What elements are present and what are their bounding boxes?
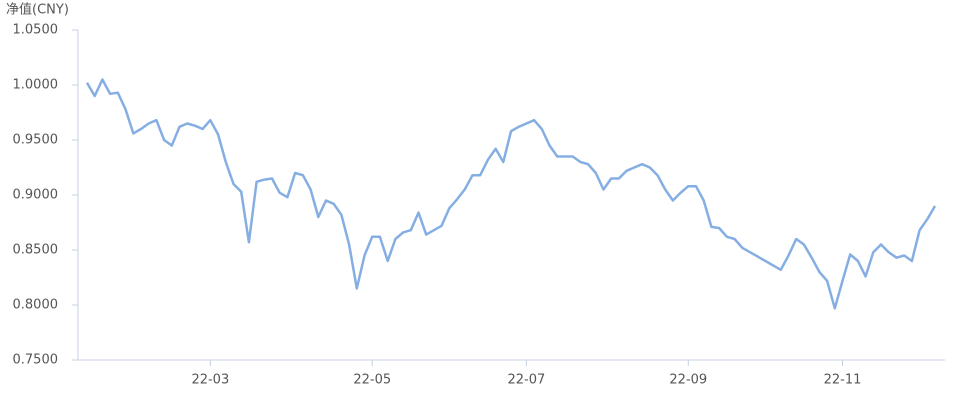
y-tick-label: 1.0000 — [13, 78, 59, 93]
y-tick-label: 0.8000 — [13, 298, 59, 313]
nav-line — [85, 78, 937, 310]
y-tick-label: 0.9000 — [13, 188, 59, 203]
x-tick-label: 22-09 — [669, 373, 707, 388]
y-axis-title: 净值(CNY) — [6, 2, 69, 18]
x-tick-label: 22-11 — [824, 373, 862, 388]
y-tick-label: 1.0500 — [13, 23, 59, 38]
y-tick-label: 0.9500 — [13, 133, 59, 148]
y-tick-label: 0.7500 — [13, 353, 59, 368]
x-tick-label: 22-03 — [191, 373, 229, 388]
y-tick-label: 0.8500 — [13, 243, 59, 258]
x-tick-label: 22-07 — [508, 373, 546, 388]
x-tick-label: 22-05 — [353, 373, 391, 388]
